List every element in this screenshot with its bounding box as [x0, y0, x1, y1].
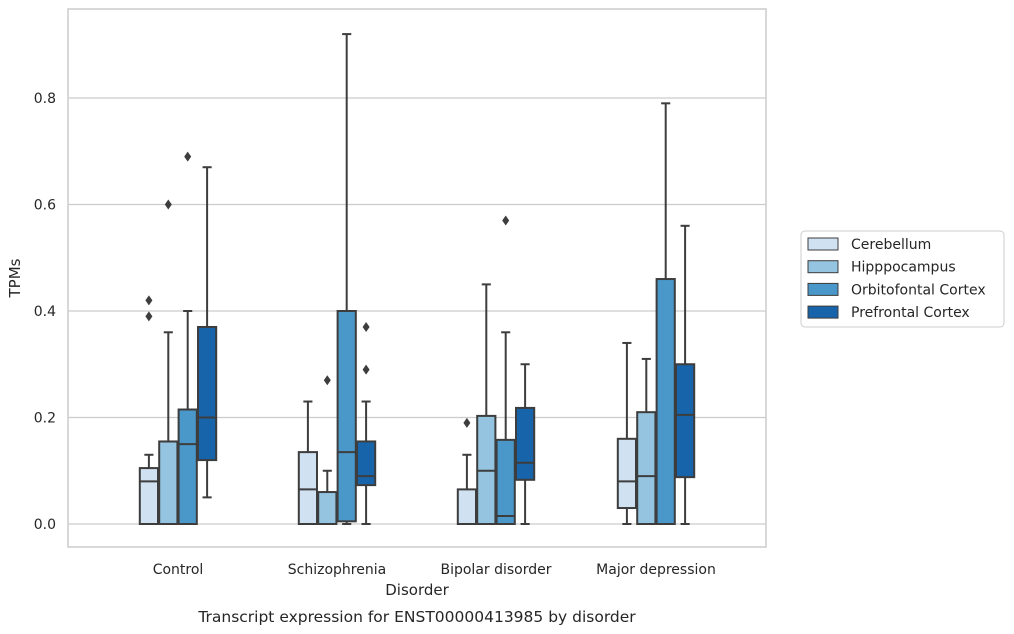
outlier-point — [164, 199, 172, 210]
box-prefrontal-cortex-schizophrenia — [356, 321, 377, 525]
box-iqr — [158, 440, 179, 525]
box-iqr — [177, 408, 198, 526]
y-tick-label: 0.2 — [34, 411, 56, 427]
outlier-point — [145, 311, 153, 322]
x-tick-label: Major depression — [596, 562, 716, 578]
box-iqr — [456, 488, 477, 526]
outlier-point — [463, 417, 471, 428]
legend-swatch — [807, 237, 839, 251]
outlier-point — [362, 364, 370, 375]
box-iqr — [515, 406, 536, 481]
legend-frame — [800, 230, 1005, 328]
x-axis-label: Disorder — [385, 581, 449, 599]
box-iqr — [495, 438, 516, 525]
legend-swatch — [807, 282, 839, 296]
legend-swatch — [807, 305, 839, 319]
box-orbitofontal-cortex-bipolar-disorder — [495, 215, 516, 525]
y-tick-label: 0.4 — [34, 304, 56, 320]
outlier-point — [362, 321, 370, 332]
box-iqr — [297, 451, 318, 525]
box-hipppocampus-control — [158, 199, 179, 525]
box-iqr — [336, 310, 357, 523]
chart-title: Transcript expression for ENST0000041398… — [197, 608, 636, 626]
y-tick-label: 0.6 — [34, 198, 56, 214]
box-orbitofontal-cortex-major-depression — [655, 102, 676, 525]
box-cerebellum-control — [138, 295, 160, 525]
box-hipppocampus-bipolar-disorder — [476, 283, 497, 525]
box-prefrontal-cortex-control — [197, 166, 218, 499]
outlier-point — [323, 375, 331, 386]
box-cerebellum-major-depression — [616, 341, 637, 525]
x-tick-label: Control — [153, 562, 204, 578]
legend-label: Cerebellum — [851, 237, 931, 253]
box-iqr — [655, 278, 676, 525]
x-tick-label: Schizophrenia — [288, 562, 386, 578]
y-tick-label: 0.8 — [34, 91, 56, 107]
box-orbitofontal-cortex-control — [177, 151, 198, 526]
box-hipppocampus-schizophrenia — [317, 375, 338, 525]
box-iqr — [675, 363, 696, 479]
legend-label: Hipppocampus — [851, 260, 956, 276]
box-iqr — [317, 491, 338, 525]
y-axis-label: TPMs — [6, 258, 24, 298]
box-iqr — [356, 440, 377, 487]
y-tick-label: 0.0 — [34, 517, 56, 533]
box-prefrontal-cortex-major-depression — [675, 224, 696, 525]
box-iqr — [636, 411, 657, 525]
box-groups — [138, 33, 696, 526]
outlier-point — [184, 151, 192, 162]
tick-labels: 0.0 0.2 0.4 0.6 0.8 Control Schizophrenia Bipol… — [34, 91, 716, 578]
box-prefrontal-cortex-bipolar-disorder — [515, 363, 536, 525]
x-tick-label: Bipolar disorder — [440, 562, 551, 578]
box-iqr — [616, 437, 637, 510]
plot-frame — [67, 8, 767, 548]
legend: Cerebellum Hipppocampus Orbitofontal Corte… — [800, 230, 1005, 328]
box-cerebellum-bipolar-disorder — [456, 417, 477, 526]
box-orbitofontal-cortex-schizophrenia — [336, 33, 357, 525]
outlier-point — [145, 295, 153, 306]
box-cerebellum-schizophrenia — [297, 400, 318, 525]
box-iqr — [138, 467, 160, 525]
box-iqr — [197, 325, 218, 462]
legend-swatch — [807, 260, 839, 274]
outlier-point — [502, 215, 510, 226]
box-hipppocampus-major-depression — [636, 357, 657, 525]
legend-label: Prefrontal Cortex — [851, 305, 970, 321]
legend-label: Orbitofontal Cortex — [851, 282, 986, 298]
